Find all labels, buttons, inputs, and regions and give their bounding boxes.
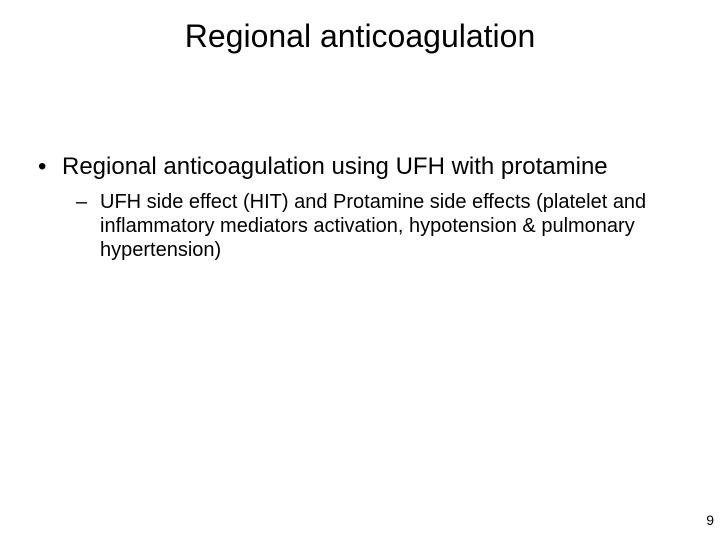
slide-content: • Regional anticoagulation using UFH wit… <box>0 153 720 262</box>
slide-container: Regional anticoagulation • Regional anti… <box>0 0 720 540</box>
bullet-level-2: – UFH side effect (HIT) and Protamine si… <box>36 191 660 262</box>
slide-title: Regional anticoagulation <box>0 18 720 55</box>
bullet-text: UFH side effect (HIT) and Protamine side… <box>100 191 660 262</box>
bullet-marker: • <box>36 153 62 181</box>
bullet-marker: – <box>76 191 100 262</box>
page-number: 9 <box>706 512 714 528</box>
bullet-level-1: • Regional anticoagulation using UFH wit… <box>36 153 660 181</box>
bullet-text: Regional anticoagulation using UFH with … <box>62 153 660 181</box>
